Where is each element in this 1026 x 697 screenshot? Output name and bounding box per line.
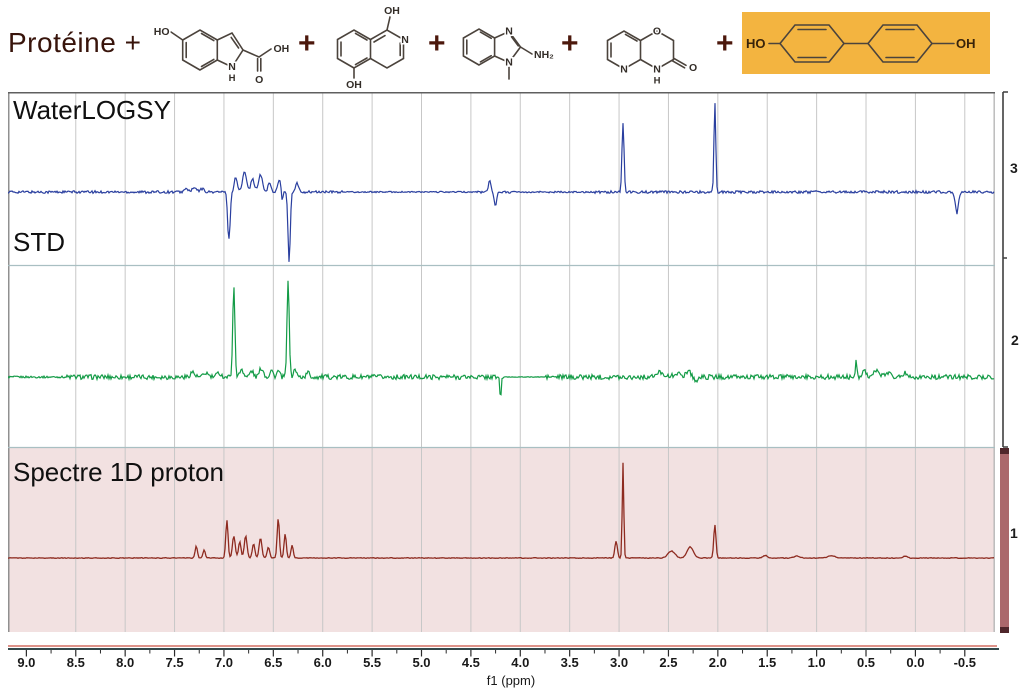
spectrum-trace-waterlogsy	[8, 103, 995, 262]
plus-sign: +	[298, 27, 316, 60]
bracket-panels-2-3	[1002, 91, 1008, 448]
spectrum-number-2: 2	[1011, 332, 1019, 348]
bracket-cap-top	[1000, 448, 1009, 454]
axis-tick-label: 2.5	[659, 655, 678, 670]
axis-tick-label: 0.0	[906, 655, 925, 670]
protein-plus-label: Protéine +	[8, 27, 142, 58]
atom-label-oh-bottom: OH	[346, 79, 362, 90]
spectrum-brackets	[1000, 91, 1009, 633]
bracket-panel-1-bar	[1000, 448, 1009, 633]
axis-tick-label: 1.0	[807, 655, 826, 670]
ligand-structure-dihydroxyisoquinoline: OH N OH	[336, 4, 410, 90]
atom-label-ho: HO	[154, 26, 170, 38]
atom-label-o-ring: O	[653, 26, 661, 38]
spectra-plot-area	[8, 92, 995, 632]
axis-tick-label: 3.5	[560, 655, 579, 670]
spectrum-trace-std	[8, 280, 995, 396]
spectrum-number-1: 1	[1010, 525, 1018, 541]
atom-label-n: N	[228, 61, 236, 73]
pink-panel-bottom-edge	[8, 645, 997, 647]
axis-tick-label: 5.0	[412, 655, 431, 670]
x-axis-line	[8, 648, 999, 650]
axis-tick-label: 0.5	[856, 655, 876, 670]
ligand-structure-pyridooxazinone: N O N H O	[606, 24, 699, 88]
ligand-structure-biphenol-highlighted: HO OH	[742, 12, 990, 74]
atom-label-n-top: N	[505, 26, 513, 38]
plus-sign: +	[716, 27, 734, 60]
atom-label-n: N	[401, 34, 409, 46]
atom-label-o-carbonyl: O	[689, 62, 697, 74]
atom-label-n-amide: N	[653, 64, 661, 76]
atom-label-h: H	[229, 73, 236, 84]
axis-tick-label: 4.0	[511, 655, 530, 670]
atom-label-oh-top: OH	[384, 5, 400, 17]
panel-label-proton-1d: Spectre 1D proton	[13, 457, 225, 487]
axis-tick-label: 8.0	[116, 655, 135, 670]
x-axis-ticks	[25, 650, 966, 657]
atom-label-ho: HO	[746, 36, 766, 51]
x-axis-title: f1 (ppm)	[486, 673, 536, 688]
ligand-structure-aminomethylbenzimidazole: N N NH₂	[462, 24, 556, 80]
axis-tick-label: 8.5	[66, 655, 85, 670]
axis-tick-label: 5.5	[363, 655, 382, 670]
plus-sign: +	[428, 27, 446, 60]
axis-tick-label: 4.5	[461, 655, 480, 670]
atom-label-h: H	[654, 76, 661, 87]
atom-label-n-pyridine: N	[620, 64, 628, 76]
atom-label-n-bottom: N	[505, 57, 513, 69]
atom-label-o: O	[255, 74, 263, 86]
bracket-cap-bottom	[1000, 627, 1009, 633]
axis-tick-label: 3.0	[610, 655, 629, 670]
axis-tick-label: 2.0	[708, 655, 727, 670]
axis-tick-label: 1.5	[758, 655, 777, 670]
plus-sign: +	[561, 27, 579, 60]
panel-label-std: STD	[13, 227, 65, 257]
atom-label-oh: OH	[274, 43, 290, 55]
axis-tick-label: 7.0	[214, 655, 233, 670]
spectrum-trace-spectre-1d-proton	[8, 462, 995, 560]
spectrum-number-3: 3	[1010, 160, 1018, 176]
atom-label-nh2: NH₂	[534, 49, 554, 61]
axis-tick-label: -0.5	[953, 655, 976, 670]
proton-1d-panel-background	[8, 447, 995, 632]
axis-tick-label: 9.0	[17, 655, 36, 670]
atom-label-oh: OH	[956, 36, 976, 51]
ligand-structure-hydroxyindole-carboxylic-acid: HO N H OH O	[152, 25, 291, 88]
axis-tick-label: 6.0	[313, 655, 332, 670]
axis-tick-label: 6.5	[264, 655, 283, 670]
panel-label-waterlogsy: WaterLOGSY	[13, 95, 171, 125]
axis-tick-label: 7.5	[165, 655, 184, 670]
